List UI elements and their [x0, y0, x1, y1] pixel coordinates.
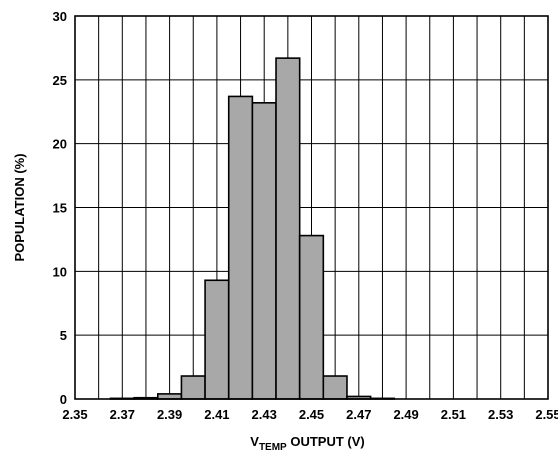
x-tick-label: 2.51	[441, 407, 466, 422]
plot-frame	[74, 15, 549, 400]
x-axis-label-subscript: TEMP	[259, 442, 287, 452]
histogram-bar	[275, 57, 301, 400]
y-tick-label: 25	[53, 73, 67, 88]
x-axis-label-rest: OUTPUT (V)	[287, 434, 365, 449]
x-tick-label: 2.47	[346, 407, 371, 422]
x-tick-label: 2.55	[535, 407, 558, 422]
x-tick-label: 2.41	[204, 407, 229, 422]
tick-labels: 2.35 2.37 2.39 2.41 2.43 2.45 2.47 2.49 2.51 2.53…	[53, 9, 558, 422]
y-axis-label: POPULATION (%)	[12, 153, 27, 261]
x-tick-label: 2.35	[62, 407, 87, 422]
y-tick-label: 15	[53, 201, 67, 216]
histogram-bar	[298, 234, 325, 400]
bars	[109, 57, 396, 400]
x-tick-label: 2.45	[299, 407, 324, 422]
histogram-bar	[251, 102, 277, 400]
x-axis-label-main: V	[250, 434, 259, 449]
y-tick-label: 20	[53, 137, 67, 152]
grid-lines	[75, 16, 548, 399]
y-tick-label: 30	[53, 9, 67, 24]
x-tick-label: 2.37	[110, 407, 135, 422]
histogram-bar	[180, 375, 206, 400]
histogram-bar	[227, 95, 254, 400]
x-tick-label: 2.43	[252, 407, 277, 422]
x-axis-label: VTEMP OUTPUT (V)	[250, 434, 364, 452]
y-tick-label: 5	[60, 328, 67, 343]
histogram-bar	[204, 279, 230, 400]
x-tick-label: 2.39	[157, 407, 182, 422]
x-tick-label: 2.49	[393, 407, 418, 422]
histogram-bar	[322, 375, 348, 400]
y-tick-label: 0	[60, 392, 67, 407]
y-tick-label: 10	[53, 264, 67, 279]
x-tick-label: 2.53	[488, 407, 513, 422]
